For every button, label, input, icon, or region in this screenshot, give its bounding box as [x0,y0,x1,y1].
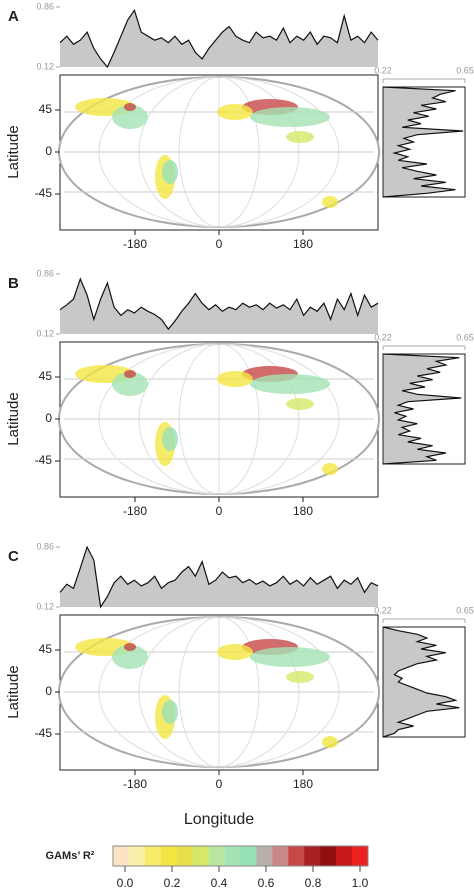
y-axis-label: Latitude [5,665,22,718]
profile-line [59,545,379,609]
profile-tick-label: 0.86 [36,1,54,11]
colorbar-swatch [224,846,241,866]
panel-label: B [8,275,19,292]
profile-line [59,277,379,331]
map-region [112,372,148,396]
colorbar-swatch [192,846,209,866]
colorbar-tick-label: 0.2 [164,876,181,890]
map-region [162,160,178,184]
colorbar-swatch [288,846,305,866]
side-line [382,626,460,738]
map-region [162,700,178,724]
map-region [162,427,178,451]
colorbar-swatch [144,846,162,866]
y-axis-label: Latitude [5,125,22,178]
side-area [383,627,460,737]
map-region [250,374,330,394]
colorbar-tick-label: 1.0 [352,876,369,890]
x-tick-label: 180 [293,777,313,791]
map-region [250,647,330,667]
side-line [382,86,464,198]
y-tick-label: 0 [45,684,52,698]
colorbar-title: GAMs’ R² [46,850,95,862]
colorbar-swatch [272,846,289,866]
colorbar-swatch [240,846,257,866]
profile-tick-label: 0.86 [36,268,54,278]
colorbar-swatch [304,846,321,866]
colorbar-swatch [352,846,369,866]
side-line [382,353,462,465]
x-tick-label: -180 [123,504,147,518]
map-region [124,643,136,651]
profile-line [59,8,379,69]
profile-tick-label: 0.12 [36,61,54,71]
side-tick-label: 0.65 [456,605,474,615]
side-area [383,354,462,464]
map-region [124,370,136,378]
x-tick-label: -180 [123,777,147,791]
x-tick-label: 180 [293,237,313,251]
side-tick-label: 0.22 [374,605,392,615]
x-tick-label: 0 [216,237,223,251]
map-region [124,103,136,111]
profile-area [60,10,378,67]
x-tick-label: 180 [293,504,313,518]
map-region [112,105,148,129]
x-axis-label: Longitude [184,811,254,828]
colorbar-tick-label: 0.4 [211,876,228,890]
colorbar-swatch [128,846,146,866]
colorbar-tick-label: 0.8 [305,876,322,890]
map-region [217,104,253,120]
map-region [217,371,253,387]
y-tick-label: 45 [39,642,53,656]
side-frame [382,353,466,465]
map-region [322,196,338,208]
side-tick-label: 0.22 [374,332,392,342]
panel-label: A [8,8,19,25]
y-tick-label: -45 [35,726,53,740]
colorbar-swatch [336,846,353,866]
y-tick-label: 45 [39,369,53,383]
profile-tick-label: 0.86 [36,541,54,551]
side-tick-label: 0.65 [456,65,474,75]
map-region [286,398,314,410]
colorbar-swatch [160,846,178,866]
side-tick-label: 0.22 [374,65,392,75]
map-region [217,644,253,660]
y-tick-label: 45 [39,102,53,116]
x-tick-label: 0 [216,504,223,518]
colorbar-swatch [256,846,273,866]
y-tick-label: 0 [45,411,52,425]
map-region [322,463,338,475]
colorbar-swatch [113,846,130,866]
side-area [383,87,464,197]
panel-label: C [8,548,19,565]
x-tick-label: -180 [123,237,147,251]
side-frame [382,86,466,198]
map-region [250,107,330,127]
colorbar-tick-label: 0.0 [117,876,134,890]
y-tick-label: 0 [45,144,52,158]
map-region [286,131,314,143]
y-tick-label: -45 [35,186,53,200]
y-tick-label: -45 [35,453,53,467]
side-tick-label: 0.65 [456,332,474,342]
y-axis-label: Latitude [5,392,22,445]
map-region [112,645,148,669]
colorbar-swatch [208,846,225,866]
profile-tick-label: 0.12 [36,328,54,338]
profile-area [60,278,378,334]
colorbar-swatch [176,846,193,866]
profile-tick-label: 0.12 [36,601,54,611]
colorbar-swatch [320,846,337,866]
side-frame [382,626,466,738]
colorbar-frame [112,845,369,867]
x-tick-label: 0 [216,777,223,791]
map-region [322,736,338,748]
map-region [286,671,314,683]
colorbar-tick-label: 0.6 [258,876,275,890]
